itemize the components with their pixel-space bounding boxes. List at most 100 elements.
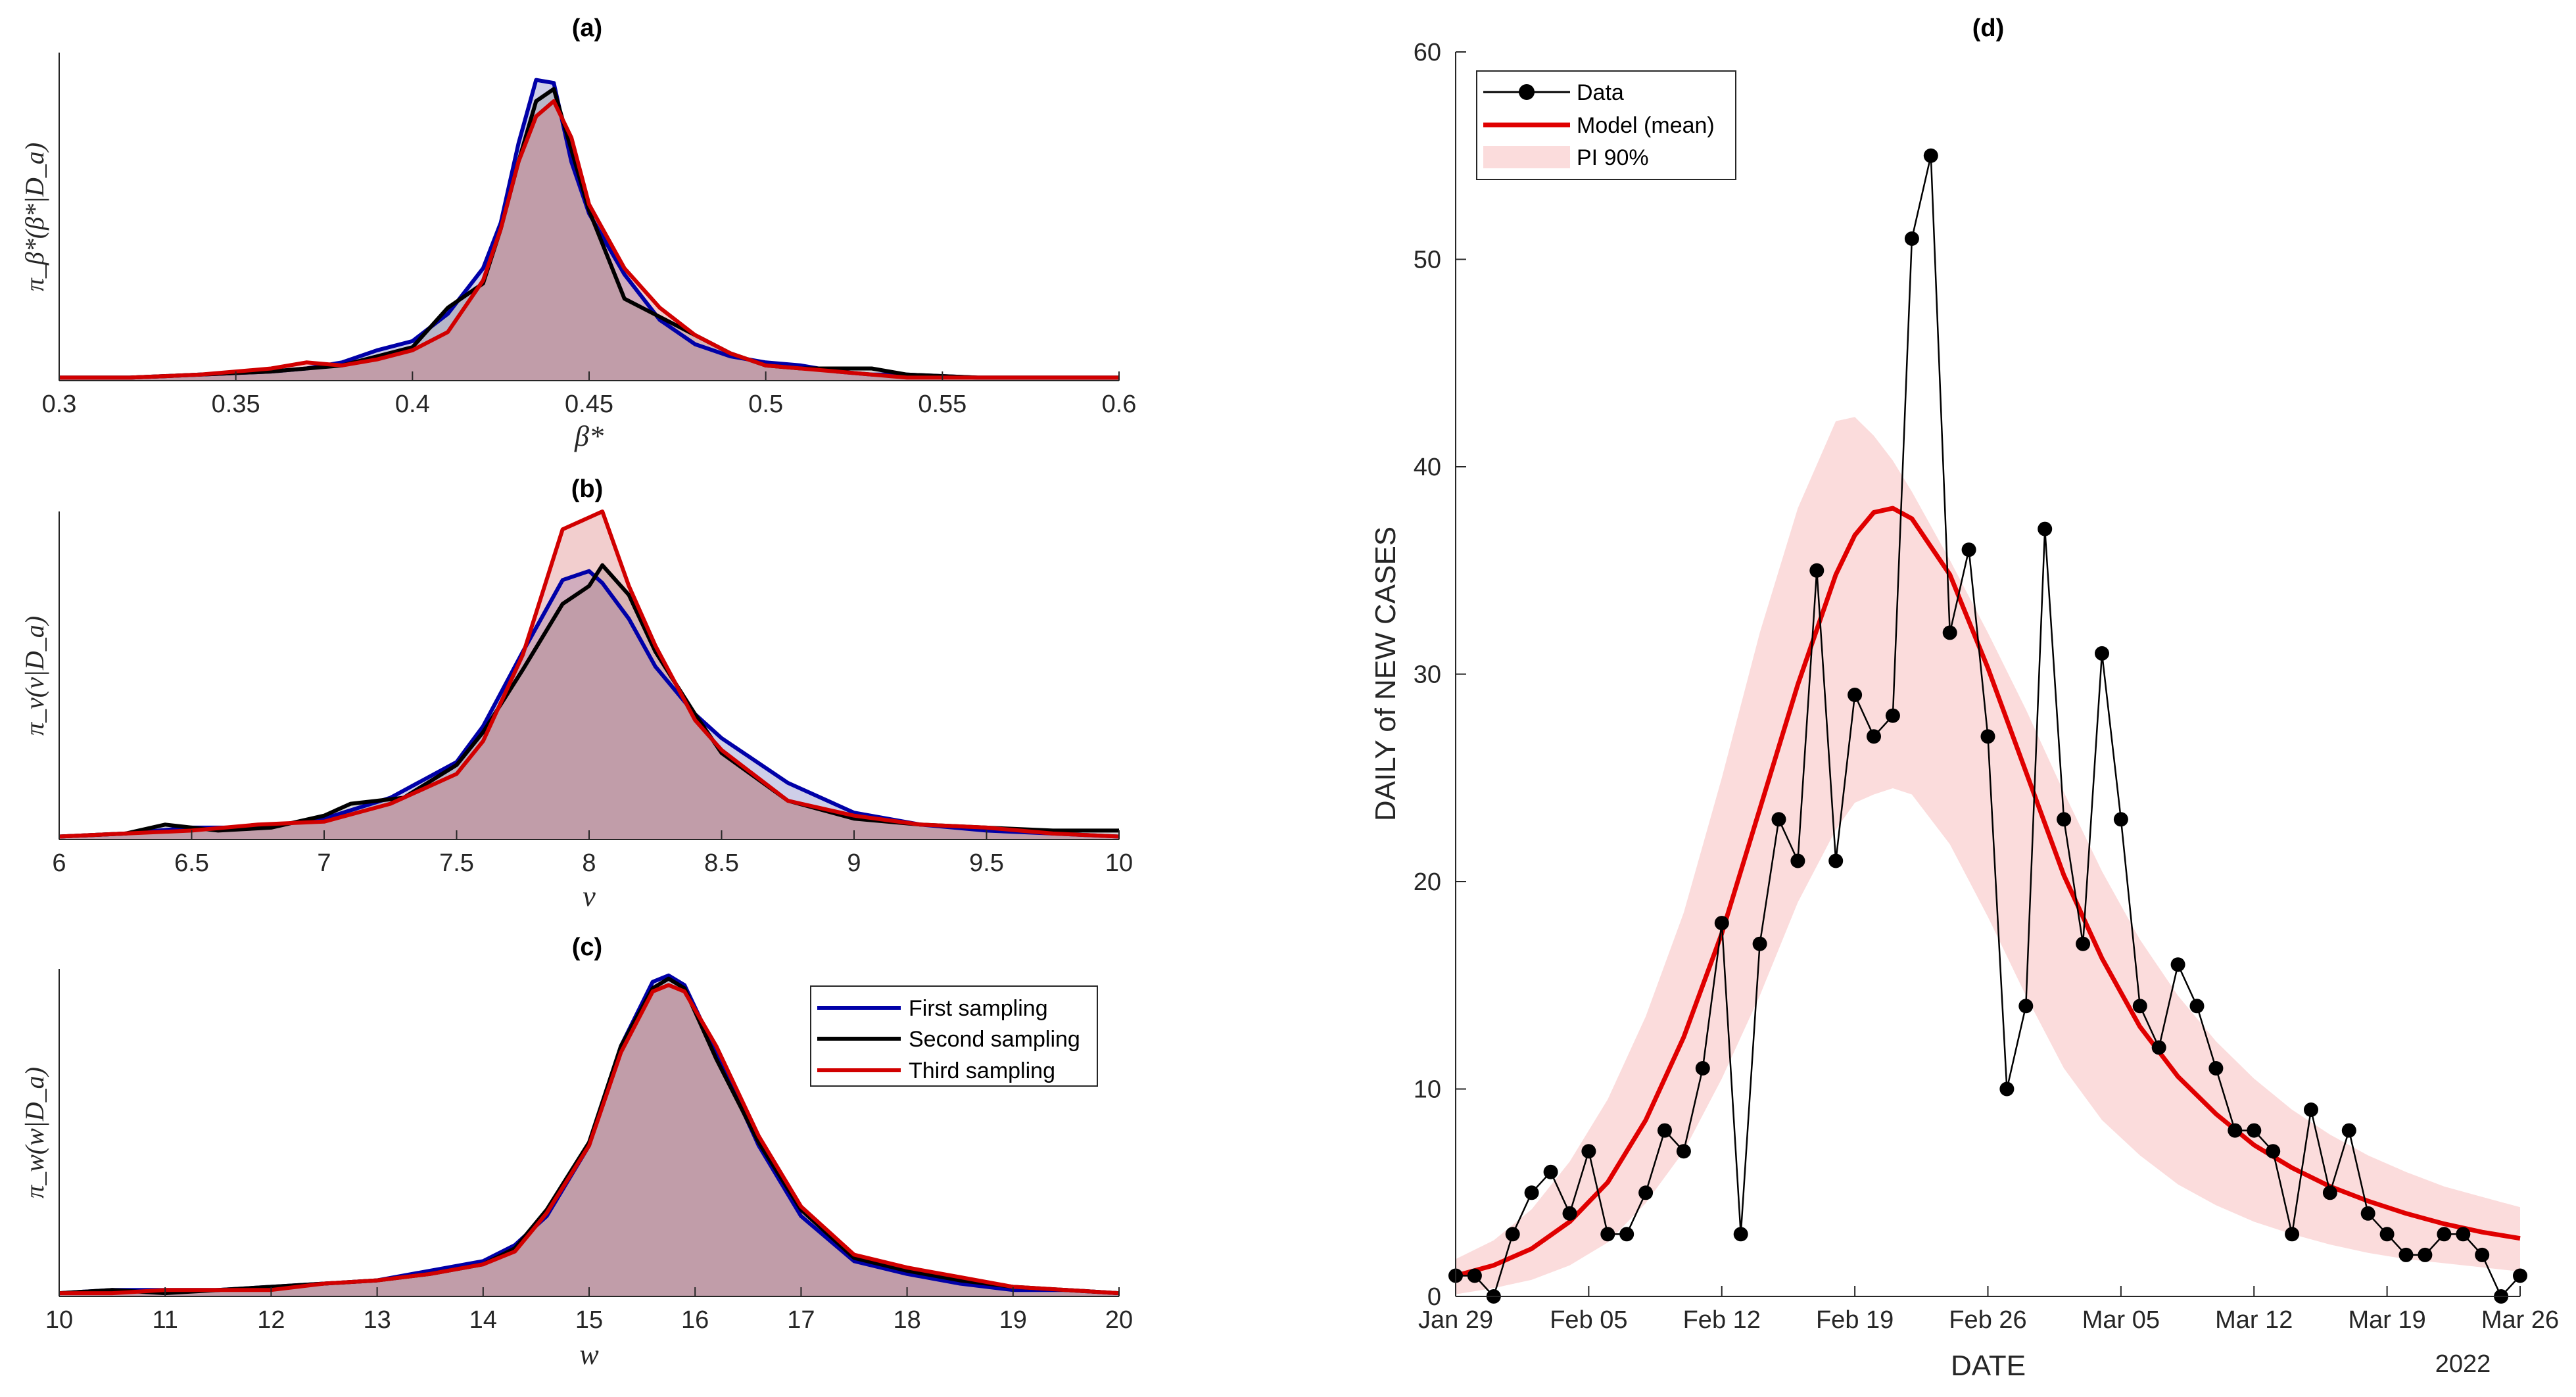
panel-b-x-tick-label: 7 <box>317 849 331 877</box>
panel-d-x-tick-label: Mar 05 <box>2082 1306 2160 1334</box>
data-point <box>1600 1227 1615 1242</box>
panel-a-x-tick-label: 0.4 <box>395 391 430 418</box>
data-point <box>1543 1164 1558 1179</box>
data-point <box>1733 1227 1748 1242</box>
data-point <box>1619 1227 1634 1242</box>
data-point <box>1638 1185 1654 1200</box>
panel-a-x-tick-label: 0.6 <box>1102 391 1137 418</box>
panel-b-x-tick-label: 9.5 <box>969 849 1004 877</box>
panel-d-y-tick-label: 30 <box>1414 661 1441 689</box>
panel-b-line-second-sampling <box>59 563 1119 839</box>
legend-data-marker <box>1519 84 1535 100</box>
data-point <box>2132 999 2147 1014</box>
panel-a-x-tick-label: 0.3 <box>42 391 77 418</box>
panel-b-x-tick-label: 8 <box>582 849 596 877</box>
legend-third-sampling-label: Third sampling <box>909 1058 1055 1083</box>
data-point <box>2513 1268 2527 1283</box>
panel-b: (b) 6 6.5 7 7.5 8 8.5 9 9.5 10 v π_v(v|D_a) <box>20 475 1133 912</box>
panel-c-plot <box>59 973 1120 1296</box>
data-point <box>1942 625 1957 640</box>
legend-first-sampling-label: First sampling <box>909 996 1048 1021</box>
panel-d-y-tick-label: 40 <box>1414 454 1441 481</box>
data-point <box>2228 1123 2243 1138</box>
panel-b-x-tick-label: 6 <box>52 849 66 877</box>
data-point <box>1980 729 1995 744</box>
data-point <box>1695 1061 1710 1076</box>
panel-b-x-tick-label: 8.5 <box>704 849 739 877</box>
panel-d-x-tick-label: Mar 19 <box>2348 1306 2425 1334</box>
legend-pi-swatch <box>1483 146 1570 168</box>
panel-b-line-third-sampling <box>59 509 1120 839</box>
panel-c-x-tick-label: 20 <box>1105 1306 1133 1334</box>
panel-d-x-tick-label: Jan 29 <box>1418 1306 1493 1334</box>
panel-b-fill-first-sampling <box>59 571 1119 840</box>
data-point <box>2018 999 2034 1014</box>
panel-c-x-tick-label: 18 <box>893 1306 920 1334</box>
panel-c-line-second-sampling <box>59 976 1120 1296</box>
panel-b-y-label: π_v(v|D_a) <box>20 616 49 736</box>
data-point <box>2398 1247 2414 1262</box>
panel-a-plot <box>59 78 1119 381</box>
data-point <box>1999 1081 2015 1097</box>
panel-a-line-third-sampling <box>59 99 1119 380</box>
panel-d-y-tick-label: 50 <box>1414 247 1441 274</box>
panel-c-x-tick-label: 11 <box>152 1306 178 1334</box>
panel-a-x-tick-label: 0.55 <box>918 391 966 418</box>
panel-a: (a) 0.3 0.35 0.4 0.45 0.5 0.55 0.6 β* π_β*(β*|… <box>20 14 1136 452</box>
panel-b-title: (b) <box>571 475 604 503</box>
panel-b-fill-third-sampling <box>59 511 1119 840</box>
panel-c-x-label: w <box>579 1338 599 1371</box>
data-point <box>1885 708 1900 723</box>
panel-b-x-tick-label: 7.5 <box>439 849 474 877</box>
data-point <box>2475 1247 2490 1262</box>
data-point <box>2322 1185 2337 1200</box>
data-point <box>2038 521 2053 536</box>
data-point <box>1581 1144 1596 1159</box>
panel-b-x-tick-label: 6.5 <box>174 849 209 877</box>
data-point <box>2151 1040 2166 1055</box>
panel-b-x-tick-label: 9 <box>847 849 861 877</box>
panel-d-x-tick-label: Mar 26 <box>2481 1306 2559 1334</box>
data-point <box>2076 936 2091 951</box>
panel-b-plot <box>59 509 1120 840</box>
panel-a-x-tick-label: 0.35 <box>212 391 260 418</box>
data-point <box>2189 999 2205 1014</box>
data-point <box>1790 853 1805 868</box>
panel-c-x-tick-label: 10 <box>45 1306 73 1334</box>
data-point <box>2247 1123 2262 1138</box>
data-point <box>1505 1227 1520 1242</box>
data-point <box>2057 812 2072 827</box>
panel-b-x-tick-label: 10 <box>1105 849 1133 877</box>
panel-a-x-label: β* <box>574 420 604 452</box>
panel-c-title: (c) <box>572 934 602 961</box>
data-point <box>2113 812 2128 827</box>
data-point <box>1676 1144 1691 1159</box>
data-point <box>2379 1227 2395 1242</box>
pi-90-band <box>1456 417 2520 1294</box>
panel-d-year-label: 2022 <box>2435 1350 2491 1378</box>
panel-c-x-tick-label: 17 <box>787 1306 815 1334</box>
panel-b-x-label: v <box>583 880 596 912</box>
panel-c-x-tick-label: 19 <box>999 1306 1027 1334</box>
panel-a-fill-first-sampling <box>59 80 1119 381</box>
panel-d-x-label: DATE <box>1951 1350 2026 1382</box>
data-point <box>2266 1144 2281 1159</box>
panel-d-y-tick-label: 60 <box>1414 39 1441 66</box>
data-point <box>1923 148 1938 163</box>
panel-d-title: (d) <box>1972 14 2005 42</box>
panel-d-x-tick-label: Feb 05 <box>1550 1306 1627 1334</box>
legend-data-label: Data <box>1577 80 1624 105</box>
panel-c-fill-third-sampling <box>59 985 1119 1296</box>
data-point <box>2456 1227 2471 1242</box>
panel-d-x-tick-label: Feb 12 <box>1683 1306 1761 1334</box>
panel-c-fill-second-sampling <box>59 978 1119 1296</box>
panel-c-x-tick-label: 16 <box>681 1306 709 1334</box>
panel-d-y-tick-label: 20 <box>1414 868 1441 896</box>
data-point <box>2170 957 2185 972</box>
data-point <box>1809 563 1825 578</box>
panel-d-legend: Data Model (mean) PI 90% <box>1476 70 1736 180</box>
data-point <box>1562 1206 1577 1221</box>
data-point <box>1904 231 1919 246</box>
panel-d-x-tick-label: Feb 26 <box>1949 1306 2026 1334</box>
